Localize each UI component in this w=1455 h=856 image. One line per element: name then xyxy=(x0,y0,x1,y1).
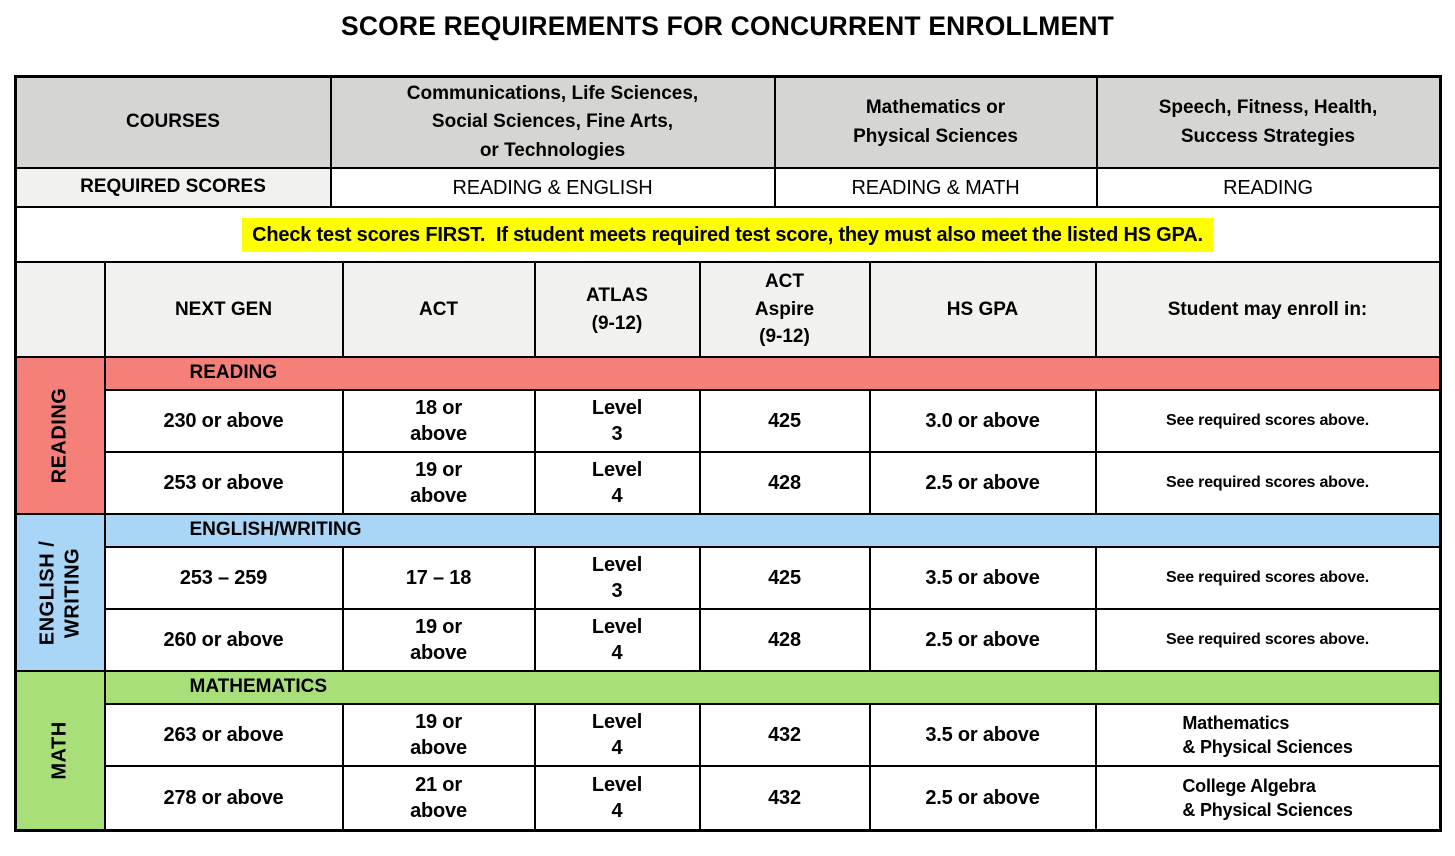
scores-block: NEXT GEN ACT ATLAS (9-12) ACT Aspire (9-… xyxy=(16,263,1439,829)
col-header-next-gen: NEXT GEN xyxy=(105,263,344,358)
required-scores-label: REQUIRED SCORES xyxy=(16,169,332,208)
math-row2-aspire: 432 xyxy=(701,767,871,829)
math-row2-gpa: 2.5 or above xyxy=(871,767,1097,829)
math-row1-enroll: Mathematics & Physical Sciences xyxy=(1096,705,1439,767)
reading-row1-atlas: Level 3 xyxy=(535,391,701,453)
reading-row2-act: 19 or above xyxy=(343,453,536,515)
english-row1-gpa: 3.5 or above xyxy=(870,548,1097,610)
math-row2-atlas: Level 4 xyxy=(536,767,701,829)
section-side-label-english-writing: ENGLISH / WRITING xyxy=(16,515,106,672)
required-scores-mathematics: READING & MATH xyxy=(775,169,1098,208)
section-banner-math: MATHEMATICS xyxy=(105,672,1439,705)
reading-row2-next-gen: 253 or above xyxy=(105,453,344,515)
english-row1-aspire: 425 xyxy=(700,548,871,610)
reading-row1-next-gen: 230 or above xyxy=(105,391,344,453)
required-scores-speech: READING xyxy=(1097,169,1439,208)
col-header-act: ACT xyxy=(343,263,536,358)
col-header-hs-gpa: HS GPA xyxy=(870,263,1097,358)
reading-row1-gpa: 3.0 or above xyxy=(870,391,1097,453)
english-row2-gpa: 2.5 or above xyxy=(870,610,1097,672)
section-banner-reading: READING xyxy=(105,358,1439,391)
math-row1-aspire: 432 xyxy=(700,705,871,767)
english-row2-enroll: See required scores above. xyxy=(1096,610,1439,672)
math-row1-act: 19 or above xyxy=(343,705,536,767)
english-row1-next-gen: 253 – 259 xyxy=(105,548,344,610)
math-row1-gpa: 3.5 or above xyxy=(870,705,1097,767)
col-header-enroll: Student may enroll in: xyxy=(1096,263,1439,358)
page-title: SCORE REQUIREMENTS FOR CONCURRENT ENROLL… xyxy=(340,11,1115,41)
english-row2-aspire: 428 xyxy=(700,610,871,672)
math-row2-next-gen: 278 or above xyxy=(106,767,344,829)
section-banner-english-writing: ENGLISH/WRITING xyxy=(105,515,1439,548)
reading-row2-atlas: Level 4 xyxy=(535,453,701,515)
english-row2-next-gen: 260 or above xyxy=(105,610,344,672)
math-row1-next-gen: 263 or above xyxy=(105,705,344,767)
math-row1-atlas: Level 4 xyxy=(535,705,701,767)
english-row2-atlas: Level 4 xyxy=(535,610,701,672)
math-row2-enroll: College Algebra & Physical Sciences xyxy=(1182,775,1353,820)
score-requirements-table: COURSES Communications, Life Sciences, S… xyxy=(13,75,1442,832)
reading-row1-enroll: See required scores above. xyxy=(1096,391,1439,453)
section-side-label-math: MATH xyxy=(16,672,106,829)
course-group-speech: Speech, Fitness, Health, Success Strateg… xyxy=(1097,78,1439,169)
courses-header: COURSES xyxy=(16,78,332,169)
col-header-atlas: ATLAS (9-12) xyxy=(535,263,701,358)
english-row1-act: 17 – 18 xyxy=(343,548,536,610)
math-row2-act: 21 or above xyxy=(344,767,536,829)
english-row1-enroll: See required scores above. xyxy=(1096,548,1439,610)
course-group-mathematics: Mathematics or Physical Sciences xyxy=(775,78,1098,169)
reading-row2-enroll: See required scores above. xyxy=(1096,453,1439,515)
section-side-label-reading: READING xyxy=(16,358,106,515)
reading-row2-aspire: 428 xyxy=(700,453,871,515)
col-header-act-aspire: ACT Aspire (9-12) xyxy=(700,263,871,358)
reading-row1-aspire: 425 xyxy=(700,391,871,453)
gpa-note-highlight: Check test scores FIRST. If student meet… xyxy=(242,217,1213,252)
reading-row1-act: 18 or above xyxy=(343,391,536,453)
course-group-communications: Communications, Life Sciences, Social Sc… xyxy=(331,78,776,169)
gpa-note-row: Check test scores FIRST. If student meet… xyxy=(16,208,1439,263)
required-scores-communications: READING & ENGLISH xyxy=(331,169,776,208)
english-row1-atlas: Level 3 xyxy=(535,548,701,610)
corner-cell xyxy=(16,263,106,358)
reading-row2-gpa: 2.5 or above xyxy=(870,453,1097,515)
english-row2-act: 19 or above xyxy=(343,610,536,672)
course-header-block: COURSES Communications, Life Sciences, S… xyxy=(16,78,1439,263)
